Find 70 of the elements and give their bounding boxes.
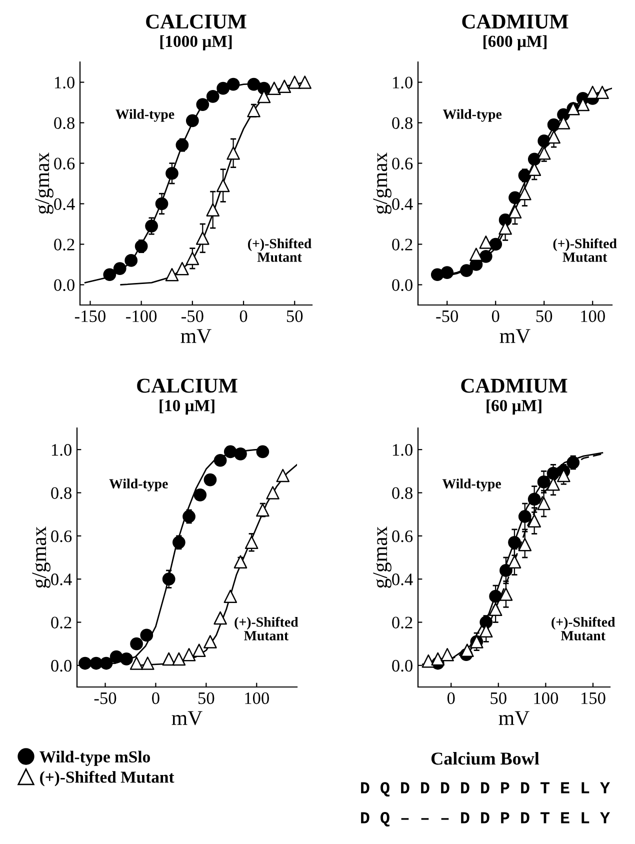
- y-tick-label: 1.0: [392, 444, 412, 456]
- x-tick-label: 0: [492, 310, 500, 322]
- annotation: Wild-type: [442, 478, 501, 492]
- text: Calcium Bowl: [431, 752, 540, 765]
- chart-title: CALCIUM: [146, 14, 246, 29]
- y-tick-label: 0.0: [392, 279, 412, 292]
- chart-subtitle: [60 μM]: [486, 400, 542, 415]
- y-tick-label: 0.0: [51, 660, 72, 672]
- chart-subtitle: [1000 μM]: [160, 35, 232, 50]
- x-tick-label: 0: [152, 692, 160, 704]
- y-tick-label: 0.2: [54, 238, 74, 251]
- y-tick-label: 0.4: [54, 198, 75, 210]
- x-tick-label: -100: [126, 310, 157, 322]
- y-tick-label: 0.8: [51, 487, 72, 500]
- legend-label: (+)-Shifted Mutant: [40, 770, 174, 786]
- x-tick-label: 100: [581, 310, 605, 322]
- text: D Q – – – D D P D T E L Y: [361, 812, 610, 826]
- y-axis-title: g/gmax: [373, 526, 392, 588]
- annotation: (+)-Shifted Mutant: [248, 238, 312, 262]
- y-tick-label: 0.8: [54, 117, 74, 130]
- y-axis-title: g/gmax: [35, 152, 54, 214]
- x-tick-label: 100: [245, 692, 269, 704]
- x-tick-label: 50: [286, 310, 303, 322]
- y-tick-label: 0.4: [392, 574, 413, 586]
- chart-title: CADMIUM: [461, 378, 568, 393]
- x-tick-label: 50: [536, 310, 552, 322]
- chart-subtitle: [600 μM]: [484, 35, 546, 50]
- y-tick-label: 0.4: [51, 574, 72, 586]
- chart-title: CALCIUM: [137, 378, 238, 393]
- y-tick-label: 0.8: [392, 117, 412, 130]
- x-tick-label: 0: [447, 692, 455, 704]
- annotation: (+)-Shifted Mutant: [553, 238, 617, 262]
- chart-subtitle: [10 μM]: [160, 400, 214, 415]
- x-tick-label: 100: [534, 692, 558, 704]
- y-tick-label: 1.0: [392, 76, 412, 89]
- y-tick-label: 1.0: [54, 76, 74, 89]
- annotation: (+)-Shifted Mutant: [234, 616, 298, 640]
- y-tick-label: 0.6: [51, 530, 72, 542]
- x-tick-label: 50: [490, 692, 506, 704]
- y-axis-title: g/gmax: [373, 152, 392, 214]
- x-tick-label: 50: [198, 692, 214, 704]
- x-tick-label: -50: [436, 310, 458, 322]
- chart-title: CADMIUM: [462, 14, 568, 29]
- annotation: Wild-type: [442, 109, 502, 122]
- x-tick-label: 150: [581, 692, 606, 704]
- x-tick-label: 0: [240, 310, 248, 322]
- x-tick-label: -150: [74, 310, 106, 322]
- y-tick-label: 1.0: [52, 444, 72, 456]
- y-tick-label: 0.2: [392, 238, 412, 251]
- x-axis-title: mV: [498, 711, 530, 726]
- legend-label: Wild-type mSlo: [40, 750, 150, 766]
- text: D Q D D D D D P D T E L Y: [361, 782, 610, 797]
- x-axis-title: mV: [500, 329, 530, 344]
- x-axis-title: mV: [180, 329, 212, 344]
- y-tick-label: 0.0: [392, 660, 412, 672]
- x-tick-label: -50: [94, 692, 116, 704]
- y-tick-label: 0.6: [54, 158, 75, 170]
- annotation: Wild-type: [116, 109, 174, 122]
- y-tick-label: 0.4: [392, 198, 413, 210]
- annotation: (+)-Shifted Mutant: [552, 616, 616, 640]
- y-tick-label: 0.6: [392, 158, 413, 170]
- y-tick-label: 0.2: [392, 616, 412, 629]
- y-axis-title: g/gmax: [32, 526, 50, 588]
- y-tick-label: 0.6: [392, 530, 413, 542]
- annotation: Wild-type: [109, 478, 168, 492]
- y-tick-label: 0.2: [51, 616, 72, 629]
- y-tick-label: 0.0: [54, 279, 74, 292]
- y-tick-label: 0.8: [392, 487, 412, 500]
- x-axis-title: mV: [172, 711, 202, 726]
- x-tick-label: -50: [182, 310, 204, 322]
